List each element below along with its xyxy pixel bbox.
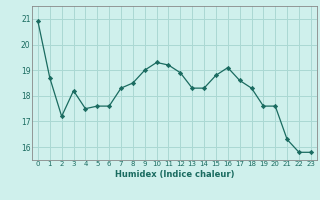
X-axis label: Humidex (Indice chaleur): Humidex (Indice chaleur) bbox=[115, 170, 234, 179]
